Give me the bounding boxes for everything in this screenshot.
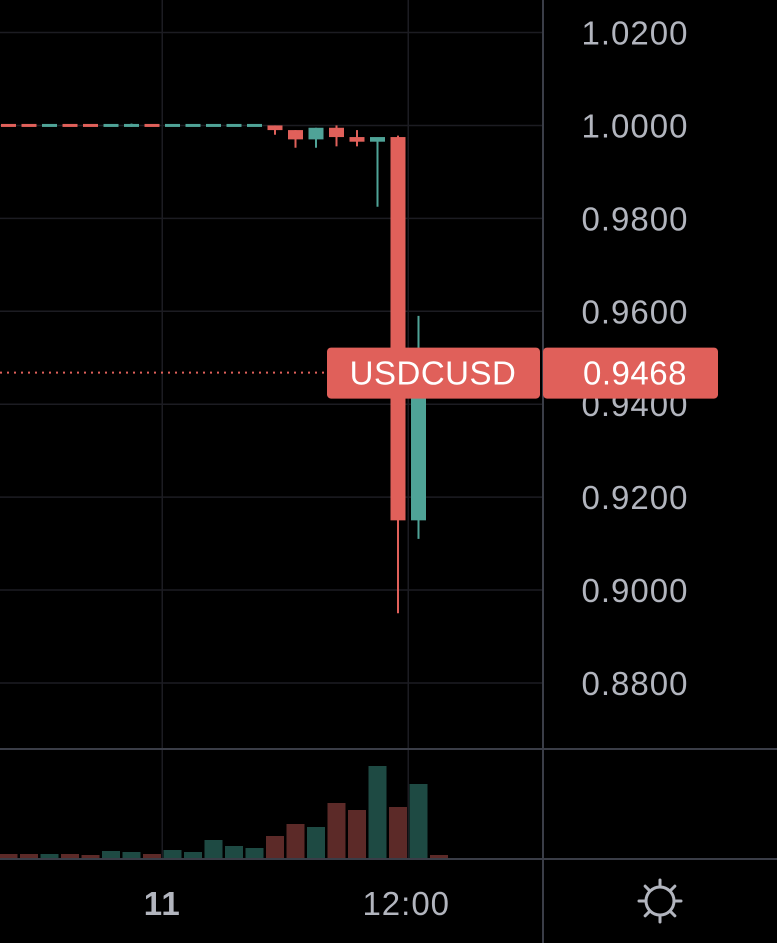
volume-bar xyxy=(102,851,120,858)
candle-body xyxy=(288,130,303,140)
price-tick-label: 0.9600 xyxy=(582,293,689,330)
candle xyxy=(329,125,344,147)
candle xyxy=(21,123,37,127)
candle-body xyxy=(390,137,406,521)
candle-body xyxy=(62,123,78,127)
volume-bar xyxy=(40,854,59,858)
candle-body xyxy=(206,123,221,127)
candle-body xyxy=(165,123,180,127)
price-axis[interactable]: 1.02001.00000.98000.96000.94000.92000.90… xyxy=(582,15,689,702)
candle xyxy=(247,123,262,127)
volume-bar xyxy=(368,766,387,858)
volume-bar xyxy=(327,803,346,858)
candle xyxy=(103,123,119,127)
candle-body xyxy=(124,123,139,127)
volume-bar xyxy=(0,854,18,858)
candle xyxy=(206,123,221,127)
volume-bar xyxy=(184,852,202,858)
candle-body xyxy=(1,123,16,127)
candle-body xyxy=(21,123,37,127)
volume-bar xyxy=(225,846,243,858)
symbol-label: USDCUSD xyxy=(350,355,517,392)
volume-bar xyxy=(245,848,264,858)
candle xyxy=(267,125,283,135)
gear-tooth xyxy=(669,910,677,918)
candle xyxy=(62,123,78,127)
volume-bar xyxy=(348,810,366,858)
price-tick-label: 1.0000 xyxy=(582,107,689,144)
candle-body xyxy=(267,125,283,131)
volume-bar xyxy=(286,824,305,858)
gear-tooth xyxy=(669,884,677,892)
candle xyxy=(165,123,180,127)
candle-body xyxy=(83,123,98,127)
candle xyxy=(144,123,160,127)
gear-tooth xyxy=(643,910,651,918)
volume-bar xyxy=(20,854,38,858)
volume-bar xyxy=(266,836,284,858)
symbol-price-tag: USDCUSD 0.9468 xyxy=(327,347,718,399)
candle-body xyxy=(411,394,426,521)
volume-bars xyxy=(0,766,448,858)
candle-body xyxy=(42,123,57,127)
candle xyxy=(83,123,98,127)
candle-body xyxy=(247,123,262,127)
volume-bar xyxy=(430,855,448,858)
candle xyxy=(370,137,385,207)
volume-bar xyxy=(61,854,79,858)
volume-bar xyxy=(204,840,223,858)
candles xyxy=(1,123,426,614)
volume-bar xyxy=(122,852,141,858)
candle-body xyxy=(103,123,119,127)
candle-body xyxy=(308,127,324,140)
price-tick-label: 0.8800 xyxy=(582,665,689,702)
volume-bar xyxy=(143,854,161,858)
price-tick-label: 0.9200 xyxy=(582,479,689,516)
symbol-label-background xyxy=(327,347,540,399)
candle-body xyxy=(329,127,344,138)
price-tick-label: 0.9800 xyxy=(582,200,689,237)
candle xyxy=(308,127,324,148)
volume-bar xyxy=(307,827,325,858)
volume-bar xyxy=(163,850,182,858)
candle-body xyxy=(226,123,242,127)
price-tick-label: 0.9000 xyxy=(582,572,689,609)
candle-body xyxy=(185,123,201,127)
candle-body xyxy=(349,137,365,142)
gear-icon[interactable] xyxy=(637,878,683,924)
candle-body xyxy=(144,123,160,127)
volume-bar xyxy=(81,855,100,858)
candle xyxy=(124,123,139,127)
candle xyxy=(1,123,16,127)
candle-body xyxy=(370,137,385,142)
last-price-label: 0.9468 xyxy=(583,355,687,392)
candle xyxy=(226,123,242,127)
price-tick-label: 1.0200 xyxy=(582,15,689,52)
candle xyxy=(42,123,57,127)
candle xyxy=(185,123,201,127)
time-tick-label: 12:00 xyxy=(362,885,450,922)
volume-bar xyxy=(409,784,428,858)
volume-bar xyxy=(389,807,407,858)
settings-button[interactable] xyxy=(637,878,683,924)
gear-tooth xyxy=(643,884,651,892)
candle xyxy=(349,130,365,147)
time-tick-label: 11 xyxy=(144,885,181,922)
time-axis[interactable]: 11 12:00 xyxy=(144,885,450,922)
candle xyxy=(288,130,303,148)
last-price-label-background xyxy=(543,347,718,399)
